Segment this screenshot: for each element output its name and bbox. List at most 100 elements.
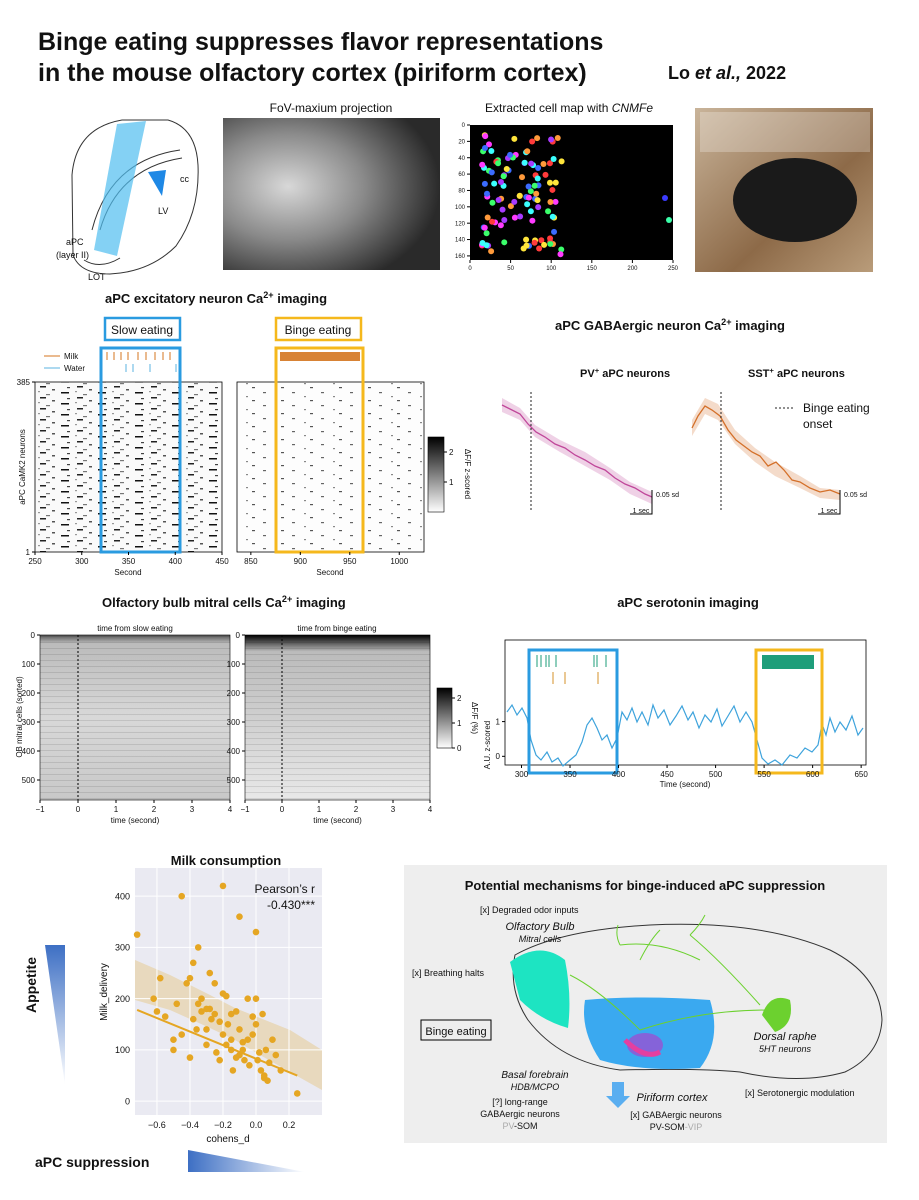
label: PV-SOM-VIP	[650, 1122, 703, 1132]
x-tick-label: 50	[507, 266, 514, 272]
label: cc	[180, 174, 190, 184]
section-title: aPC excitatory neuron Ca2+ imaging	[105, 290, 327, 306]
point	[232, 1008, 240, 1015]
x-tick-label: −0.4	[181, 1120, 199, 1130]
panel-title-part: aPC neurons	[599, 368, 670, 380]
y-tick-label: 0	[236, 631, 241, 640]
point	[186, 974, 194, 982]
cell-blob	[507, 203, 514, 210]
label: Binge eating	[425, 1026, 486, 1038]
point	[211, 980, 219, 987]
panel-title: time from binge eating	[297, 624, 376, 633]
y-tick-label: 80	[458, 189, 465, 195]
cell-blob	[486, 141, 493, 148]
section-title: Olfactory bulb mitral cells Ca2+ imaging	[102, 594, 346, 610]
point	[203, 1026, 210, 1033]
pv-trace	[501, 392, 653, 515]
cell-blob	[525, 183, 532, 190]
binge-box	[274, 346, 365, 554]
cell-blob	[495, 160, 502, 167]
cell-blob	[542, 171, 549, 178]
cell-blob	[525, 194, 532, 201]
x-tick-label: 450	[215, 557, 229, 566]
point	[227, 1010, 235, 1018]
point	[183, 980, 190, 987]
section-title-part: imaging	[292, 595, 346, 610]
label: LV	[158, 206, 168, 216]
point	[224, 1020, 232, 1028]
y-axis-label: A.U. z-scored	[483, 721, 492, 769]
point	[227, 1046, 235, 1054]
y-tick-label: 200	[115, 994, 130, 1004]
x-tick-label: 1	[317, 805, 322, 814]
cell-blob	[529, 138, 536, 145]
point	[219, 882, 227, 890]
y-tick-label: 40	[458, 156, 465, 162]
x-tick-label: 900	[294, 557, 308, 566]
cell-blob	[481, 224, 488, 231]
point	[265, 1059, 273, 1067]
annotation: Pearson’s r	[255, 882, 315, 896]
point	[222, 1041, 230, 1049]
cell-map-image	[470, 125, 673, 260]
suppression-gradient	[188, 1150, 305, 1172]
point	[189, 959, 197, 967]
legend-label: onset	[803, 417, 833, 431]
cell-blob	[479, 161, 486, 168]
label: Slow eating	[111, 323, 173, 337]
y-tick-label: 200	[227, 689, 241, 698]
point	[178, 892, 186, 900]
axis-title: Appetite	[23, 957, 39, 1013]
x-tick-label: 0	[280, 805, 285, 814]
x-tick-label: 850	[244, 557, 258, 566]
cell-blob	[489, 199, 496, 206]
x-tick-label: 250	[668, 266, 679, 272]
cell-blob	[524, 201, 531, 208]
label: (layer II)	[56, 250, 89, 260]
label: Basal forebrain	[501, 1070, 569, 1081]
point	[246, 1061, 253, 1069]
x-tick-label: 4	[228, 805, 233, 814]
label-part: PV-SOM	[650, 1122, 685, 1132]
y-tick-label: 300	[227, 718, 241, 727]
x-tick-label: 200	[627, 266, 638, 272]
heatmap-stripes	[39, 634, 231, 801]
label: [x] Serotonergic modulation	[745, 1088, 855, 1098]
cell-blob	[535, 165, 542, 172]
y-axis-label: OB mitral cells (sorted)	[15, 676, 24, 758]
author-part: Lo	[668, 63, 695, 83]
y-tick-label: 0	[125, 1096, 130, 1106]
y-tick-label: 1	[449, 478, 454, 487]
y-tick-label: 300	[115, 943, 130, 953]
y-axis-label: Milk_delivery	[99, 963, 110, 1021]
cell-blob	[482, 133, 489, 140]
y-tick-label: 400	[227, 747, 241, 756]
y-tick-label: 2	[449, 448, 454, 457]
x-tick-label: 300	[75, 557, 89, 566]
cell-blob	[528, 160, 535, 167]
point	[170, 1036, 177, 1043]
brain-diagram	[71, 119, 199, 275]
cell-blob	[521, 159, 528, 166]
point	[133, 931, 141, 938]
section-title-part: imaging	[732, 318, 786, 333]
point	[173, 1000, 181, 1008]
label-part: PV	[502, 1121, 514, 1131]
cell-blob	[523, 236, 530, 243]
point	[236, 1026, 243, 1033]
slow-box	[99, 346, 182, 554]
y-tick-label: 100	[227, 660, 241, 669]
point	[252, 928, 260, 936]
cell-blob	[540, 161, 547, 168]
x-tick-label: 0.2	[283, 1120, 296, 1130]
cell-blob	[527, 188, 534, 195]
axis-title: aPC suppression	[35, 1154, 149, 1170]
cell-blob	[489, 218, 496, 225]
cell-blob	[484, 214, 491, 221]
label: LOT	[88, 272, 106, 282]
panel-title: SST+ aPC neurons	[748, 366, 845, 381]
cell-blob	[483, 230, 490, 237]
y-tick-label: 60	[458, 172, 465, 178]
cell-blob	[483, 242, 490, 249]
x-tick-label: 600	[806, 770, 820, 779]
